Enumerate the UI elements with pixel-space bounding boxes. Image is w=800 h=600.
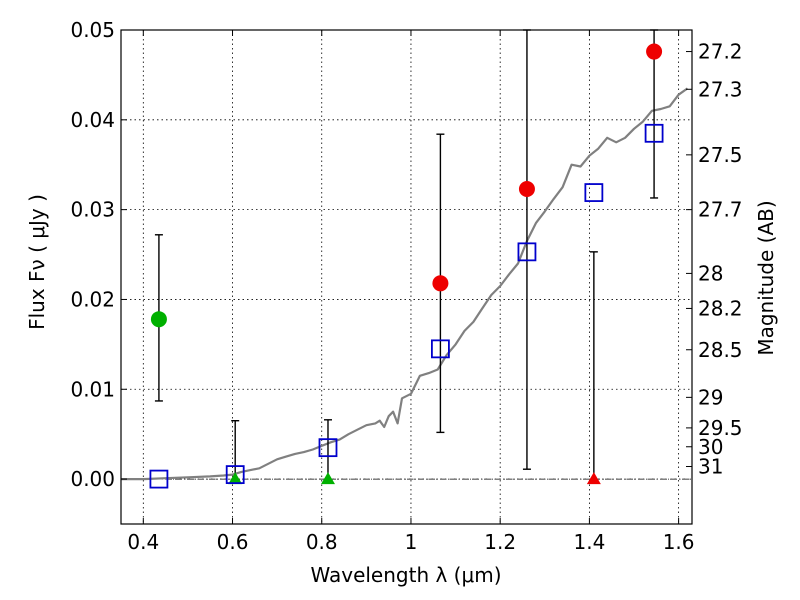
y-axis-title: Flux Fν ( μJy ) [25, 194, 49, 330]
red-data-point [518, 180, 535, 197]
x-tick-label: 0.4 [127, 530, 159, 554]
y-tick-label: 0.04 [70, 108, 115, 132]
red-data-point [646, 43, 663, 60]
y2-tick-label: 28.2 [698, 296, 743, 320]
errorbars-layer [154, 29, 659, 480]
blue-model-flux-marker [584, 183, 604, 202]
x-tick-label: 0.6 [217, 530, 249, 554]
y2-tick-label: 27.5 [698, 143, 743, 167]
x-tick-label: 0.8 [306, 530, 338, 554]
x-tick-label: 1 [405, 530, 418, 554]
blue-model-flux-marker [517, 242, 537, 262]
green-data-point [150, 311, 167, 328]
model-sed-layer [121, 87, 689, 481]
markers-layer [149, 43, 664, 489]
x-tick-label: 1.6 [663, 530, 695, 554]
y2-tick-label: 30 [698, 435, 723, 459]
y2-tick-label: 27.3 [698, 77, 743, 101]
y2-tick-label: 28 [698, 261, 723, 285]
green-upper-limit-marker [320, 472, 335, 485]
y2-tick-label: 29.5 [698, 416, 743, 440]
red-upper-limit-marker [586, 472, 601, 485]
plot-frame [120, 29, 693, 525]
y-tick-label: 0.02 [70, 287, 115, 311]
grid [121, 29, 692, 524]
blue-model-flux-marker [644, 123, 664, 143]
x-tick-label: 1.4 [573, 530, 605, 554]
y2-tick-label: 27.7 [698, 198, 743, 222]
green-upper-limit-marker [228, 472, 243, 485]
y2-tick-label: 28.5 [698, 338, 743, 362]
blue-model-flux-marker [318, 438, 338, 458]
blue-model-flux-marker [225, 465, 245, 485]
ticks-layer: 0.4 0.6 0.8 1 1.2 1.4 1.6 0.00 0.01 0.02 0.03 0.04 0… [70, 18, 742, 554]
y-tick-label: 0.01 [70, 377, 115, 401]
y-tick-label: 0.00 [70, 467, 115, 491]
red-data-point [432, 275, 449, 292]
model-sed-line [121, 87, 689, 481]
blue-model-flux-marker [431, 339, 450, 359]
y2-tick-label: 29 [698, 385, 723, 409]
x-tick-label: 1.2 [484, 530, 516, 554]
y2-tick-label: 27.2 [698, 40, 743, 64]
y-tick-label: 0.05 [70, 18, 115, 42]
blue-model-flux-marker [149, 469, 169, 489]
y2-tick-label: 31 [698, 455, 723, 479]
y2-axis-title: Magnitude (AB) [754, 200, 778, 355]
x-axis-title: Wavelength λ (μm) [310, 563, 501, 587]
y-tick-label: 0.03 [70, 198, 115, 222]
